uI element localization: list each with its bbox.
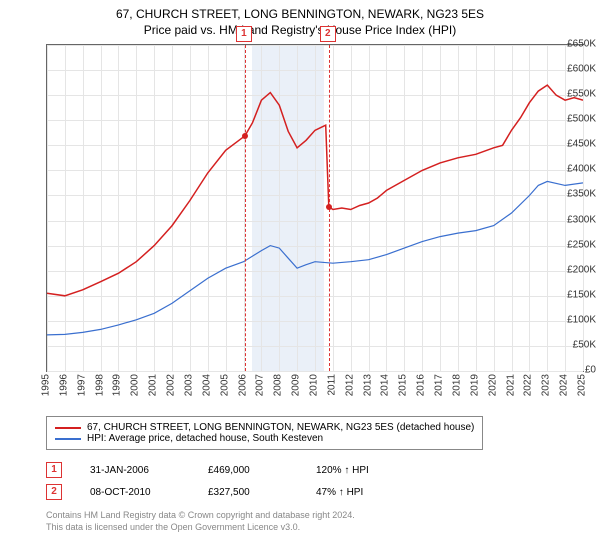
x-tick-label: 2023 xyxy=(541,374,552,396)
x-tick-label: 1996 xyxy=(58,374,69,396)
footnote-line-2: This data is licensed under the Open Gov… xyxy=(46,522,355,534)
event-table: 1 31-JAN-2006 £469,000 120% ↑ HPI 2 08-OCT-20… xyxy=(46,462,369,506)
x-tick-label: 2020 xyxy=(487,374,498,396)
x-tick-label: 2018 xyxy=(451,374,462,396)
x-tick-label: 1995 xyxy=(41,374,52,396)
x-tick-label: 2008 xyxy=(273,374,284,396)
x-tick-label: 2024 xyxy=(559,374,570,396)
x-tick-label: 2004 xyxy=(201,374,212,396)
x-tick-label: 2010 xyxy=(309,374,320,396)
plot-area xyxy=(46,44,584,372)
x-tick-label: 2022 xyxy=(523,374,534,396)
x-tick-label: 1998 xyxy=(94,374,105,396)
event-vs-hpi: 47% ↑ HPI xyxy=(316,487,363,498)
event-date: 31-JAN-2006 xyxy=(90,465,180,476)
x-tick-label: 2001 xyxy=(148,374,159,396)
legend-swatch xyxy=(55,438,81,440)
x-tick-label: 2025 xyxy=(577,374,588,396)
event-marker-box: 2 xyxy=(320,26,336,42)
event-table-row: 1 31-JAN-2006 £469,000 120% ↑ HPI xyxy=(46,462,369,478)
event-price: £327,500 xyxy=(208,487,288,498)
event-marker-line xyxy=(245,45,246,371)
event-vs-hpi: 120% ↑ HPI xyxy=(316,465,369,476)
x-tick-label: 2015 xyxy=(398,374,409,396)
title-line-1: 67, CHURCH STREET, LONG BENNINGTON, NEWA… xyxy=(0,6,600,22)
chart-title: 67, CHURCH STREET, LONG BENNINGTON, NEWA… xyxy=(0,0,600,38)
event-table-marker: 2 xyxy=(46,484,62,500)
event-marker-dot xyxy=(326,204,332,210)
event-marker-box: 1 xyxy=(236,26,252,42)
x-tick-label: 2019 xyxy=(469,374,480,396)
x-tick-label: 1997 xyxy=(76,374,87,396)
x-tick-label: 2007 xyxy=(255,374,266,396)
x-tick-label: 2013 xyxy=(362,374,373,396)
event-marker-dot xyxy=(242,133,248,139)
x-tick-label: 2006 xyxy=(237,374,248,396)
event-table-row: 2 08-OCT-2010 £327,500 47% ↑ HPI xyxy=(46,484,369,500)
legend-swatch xyxy=(55,427,81,429)
legend-row: HPI: Average price, detached house, Sout… xyxy=(55,433,474,444)
chart-container: 67, CHURCH STREET, LONG BENNINGTON, NEWA… xyxy=(0,0,600,560)
x-tick-label: 2017 xyxy=(434,374,445,396)
footnote: Contains HM Land Registry data © Crown c… xyxy=(46,510,355,533)
series-line xyxy=(47,181,583,335)
legend: 67, CHURCH STREET, LONG BENNINGTON, NEWA… xyxy=(46,416,483,450)
x-tick-label: 2000 xyxy=(130,374,141,396)
x-tick-label: 2003 xyxy=(183,374,194,396)
event-table-marker: 1 xyxy=(46,462,62,478)
x-tick-label: 1999 xyxy=(112,374,123,396)
footnote-line-1: Contains HM Land Registry data © Crown c… xyxy=(46,510,355,522)
x-tick-label: 2014 xyxy=(380,374,391,396)
series-line xyxy=(47,85,583,296)
gridline-h xyxy=(47,371,583,372)
event-date: 08-OCT-2010 xyxy=(90,487,180,498)
x-tick-label: 2009 xyxy=(291,374,302,396)
x-tick-label: 2016 xyxy=(416,374,427,396)
x-tick-label: 2002 xyxy=(166,374,177,396)
legend-label: HPI: Average price, detached house, Sout… xyxy=(87,433,323,444)
title-line-2: Price paid vs. HM Land Registry's House … xyxy=(0,22,600,38)
x-tick-label: 2021 xyxy=(505,374,516,396)
x-tick-label: 2011 xyxy=(326,374,337,396)
legend-label: 67, CHURCH STREET, LONG BENNINGTON, NEWA… xyxy=(87,422,474,433)
event-price: £469,000 xyxy=(208,465,288,476)
series-svg xyxy=(47,45,583,371)
x-tick-label: 2012 xyxy=(344,374,355,396)
x-tick-label: 2005 xyxy=(219,374,230,396)
legend-row: 67, CHURCH STREET, LONG BENNINGTON, NEWA… xyxy=(55,422,474,433)
